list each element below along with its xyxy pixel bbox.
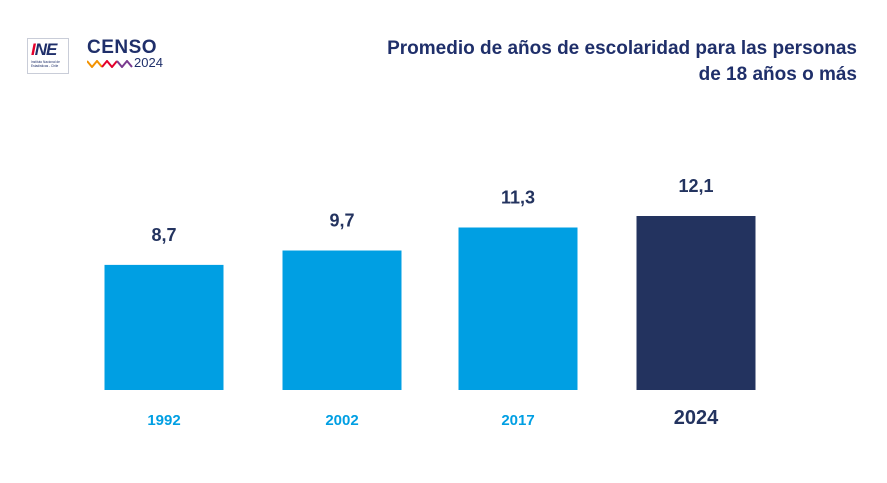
bar-2024 [636, 216, 756, 390]
censo-logo: CENSO 2024 [87, 37, 182, 77]
bar-1992 [104, 264, 224, 390]
header: INE Instituto Nacional de Estadísticas -… [0, 0, 887, 120]
category-label-1992: 1992 [147, 412, 180, 429]
value-label-2017: 11,3 [501, 188, 535, 208]
censo-logo-word: CENSO [87, 37, 158, 58]
ine-logo-word: INE [31, 40, 57, 59]
bar-2002 [282, 250, 402, 390]
ine-logo: INE Instituto Nacional de Estadísticas -… [27, 38, 69, 74]
category-label-2024: 2024 [674, 407, 719, 429]
bar-2017 [458, 227, 578, 390]
chart-title: Promedio de años de escolaridad para las… [387, 38, 857, 85]
value-label-2002: 9,7 [329, 211, 354, 231]
value-label-1992: 8,7 [151, 225, 176, 245]
category-label-2017: 2017 [501, 412, 534, 429]
ine-logo-subtitle: Instituto Nacional de Estadísticas - Chi… [31, 60, 60, 68]
category-label-2002: 2002 [325, 412, 358, 429]
value-label-2024: 12,1 [678, 176, 713, 196]
censo-logo-year: 2024 [134, 55, 163, 70]
censo-zigzag-icon [87, 60, 133, 68]
